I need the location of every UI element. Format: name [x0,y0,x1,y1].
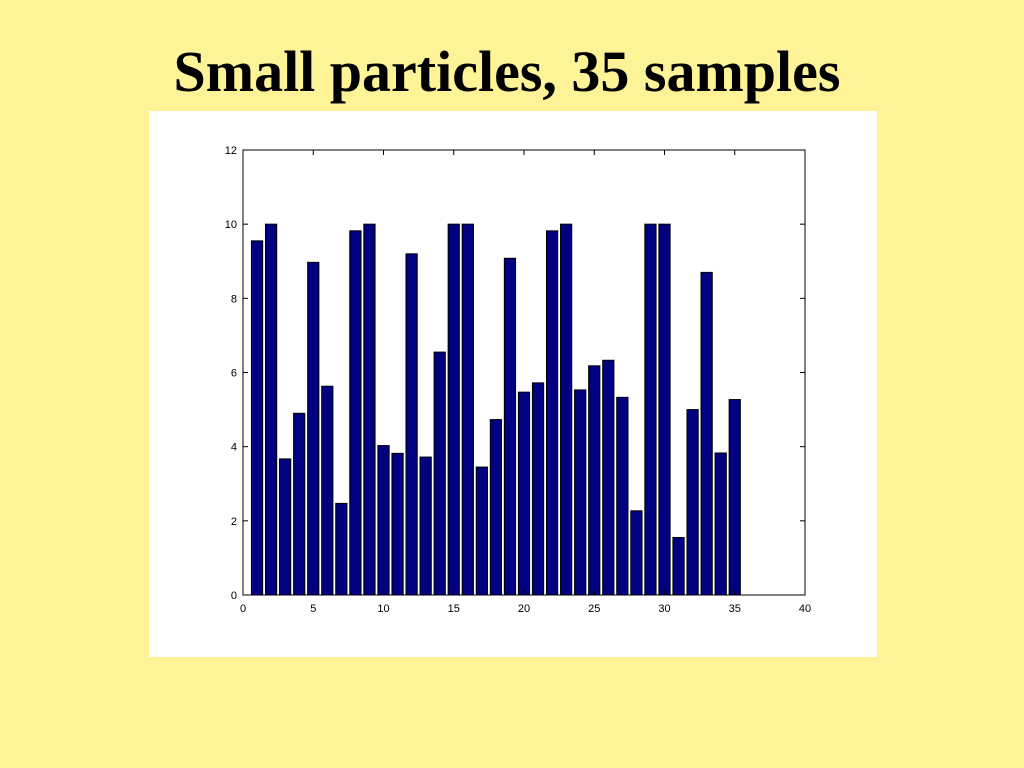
y-tick-label-10: 10 [225,219,237,231]
bar-20 [517,391,531,596]
bar-7 [335,502,348,596]
x-tick-label-5: 5 [310,603,316,615]
bar-29 [644,223,657,596]
bar-3 [279,458,292,596]
bars-group [250,223,741,596]
bar-32 [686,409,699,596]
bar-30 [658,223,671,596]
y-tick-label-8: 8 [231,293,237,305]
bar-chart: 0 5 10 15 20 25 30 35 40 0 2 4 6 8 10 12 [225,145,811,615]
bar-11 [391,452,404,596]
y-tick-label-2: 2 [231,516,237,528]
x-tick-label-0: 0 [240,603,246,615]
bar-5 [307,261,320,596]
bar-8 [349,230,362,596]
x-tick-label-10: 10 [377,603,389,615]
x-tick-label-15: 15 [448,603,460,615]
bar-33 [700,271,713,596]
bar-25 [588,365,601,596]
y-tick-label-0: 0 [231,590,237,602]
bar-19 [503,257,517,596]
plot-frame [242,149,806,596]
bar-16 [461,223,474,596]
bar-9 [363,223,376,596]
bar-28 [630,510,643,596]
bar-2 [264,223,278,596]
bar-14 [433,351,446,596]
y-tick-label-6: 6 [231,368,237,380]
x-tick-label-20: 20 [518,603,530,615]
chart-panel: 0 5 10 15 20 25 30 35 40 0 2 4 6 8 10 12 [149,111,877,657]
bar-22 [545,230,559,596]
bar-34 [714,452,727,596]
bar-31 [672,537,685,596]
bar-27 [616,396,629,596]
bar-4 [293,412,306,596]
bar-17 [475,466,488,596]
bar-13 [419,456,432,596]
bar-6 [321,385,334,596]
y-tick-label-4: 4 [231,442,237,454]
slide-title: Small particles, 35 samples [173,39,841,104]
y-tick-label-12: 12 [225,145,237,157]
bar-23 [560,223,573,596]
bar-26 [602,359,615,596]
x-tick-label-40: 40 [799,603,811,615]
bar-24 [574,389,587,596]
bar-10 [377,445,390,596]
x-tick-label-30: 30 [658,603,670,615]
tick-labels-group: 0 5 10 15 20 25 30 35 40 0 2 4 6 8 10 12 [225,145,811,615]
bar-1 [250,240,264,596]
bar-12 [405,253,418,596]
x-tick-label-35: 35 [729,603,741,615]
bar-35 [728,399,741,596]
bar-15 [447,223,460,596]
x-tick-label-25: 25 [588,603,600,615]
bar-18 [489,419,503,596]
bar-21 [531,382,545,596]
